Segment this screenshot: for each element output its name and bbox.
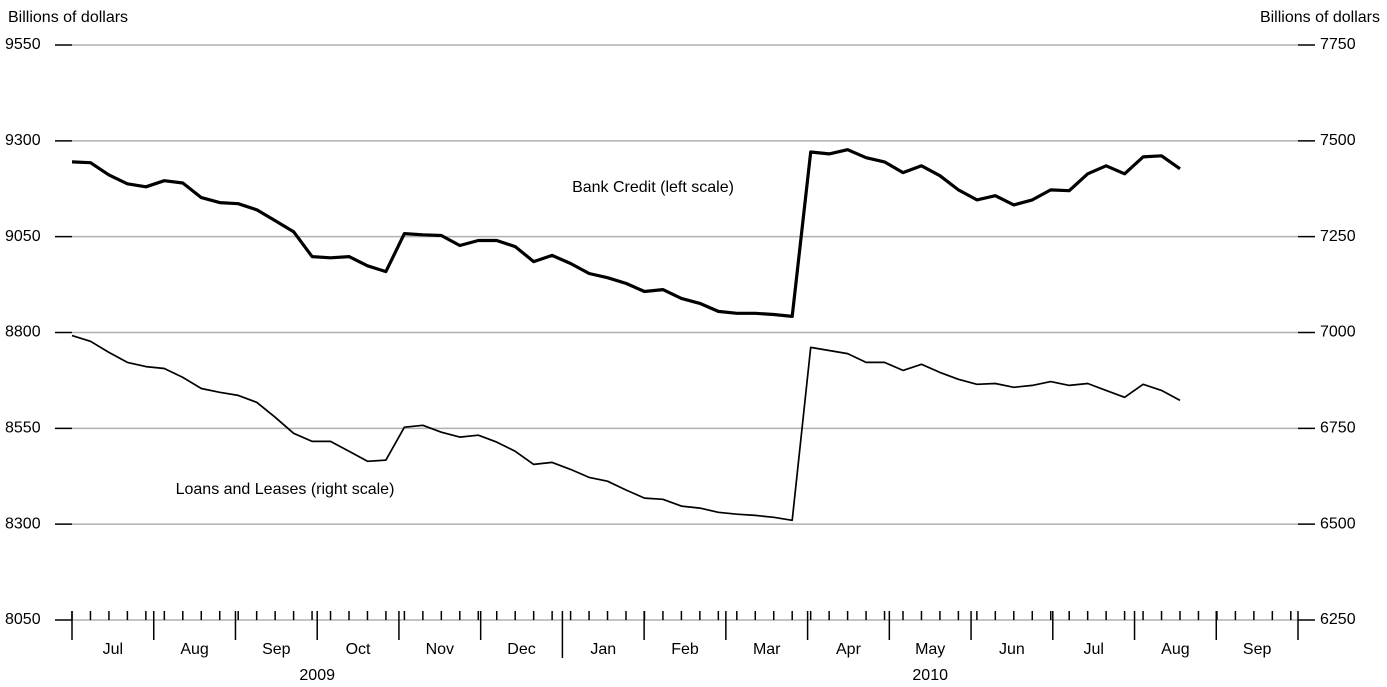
y-tick-label: 8800 [5, 324, 41, 341]
series-label: Loans and Leases (right scale) [176, 481, 395, 498]
x-tick-label: Jan [590, 641, 616, 658]
x-tick-label: Feb [671, 641, 699, 658]
y-tick-label: 8550 [5, 420, 41, 437]
y-tick-label: 9550 [5, 36, 41, 53]
y-tick-label: 9300 [5, 132, 41, 149]
line-series [71, 334, 1181, 522]
x-tick-label: Mar [753, 641, 781, 658]
y-tick-label: 8300 [5, 515, 41, 532]
y2-tick-label: 6500 [1320, 515, 1356, 532]
x-tick-label: May [915, 641, 945, 658]
x-tick-label: Apr [836, 641, 862, 658]
x-tick-label: Aug [1161, 641, 1189, 658]
x-tick-label: Jul [103, 641, 123, 658]
x-tick-label: Sep [1243, 641, 1272, 658]
y2-tick-label: 7250 [1320, 228, 1356, 245]
y2-tick-label: 7500 [1320, 132, 1356, 149]
line-series [71, 148, 1181, 318]
x-tick-label: Jul [1083, 641, 1103, 658]
x-tick-label: Oct [346, 641, 371, 658]
y2-tick-label: 7000 [1320, 324, 1356, 341]
x-tick-label: Jun [999, 641, 1025, 658]
x-tick-label: Dec [507, 641, 535, 658]
x-tick-label: Aug [180, 641, 208, 658]
y-tick-label: 9050 [5, 228, 41, 245]
x-tick-label: Sep [262, 641, 291, 658]
year-label: 2010 [912, 667, 948, 684]
y-axis-label: Billions of dollars [8, 9, 128, 26]
y-tick-label: 8050 [5, 611, 41, 628]
y2-tick-label: 7750 [1320, 36, 1356, 53]
year-label: 2009 [299, 667, 335, 684]
y2-axis-label: Billions of dollars [1260, 9, 1380, 26]
y2-tick-label: 6750 [1320, 420, 1356, 437]
x-tick-label: Nov [426, 641, 454, 658]
series-label: Bank Credit (left scale) [572, 179, 734, 196]
y2-tick-label: 6250 [1320, 611, 1356, 628]
